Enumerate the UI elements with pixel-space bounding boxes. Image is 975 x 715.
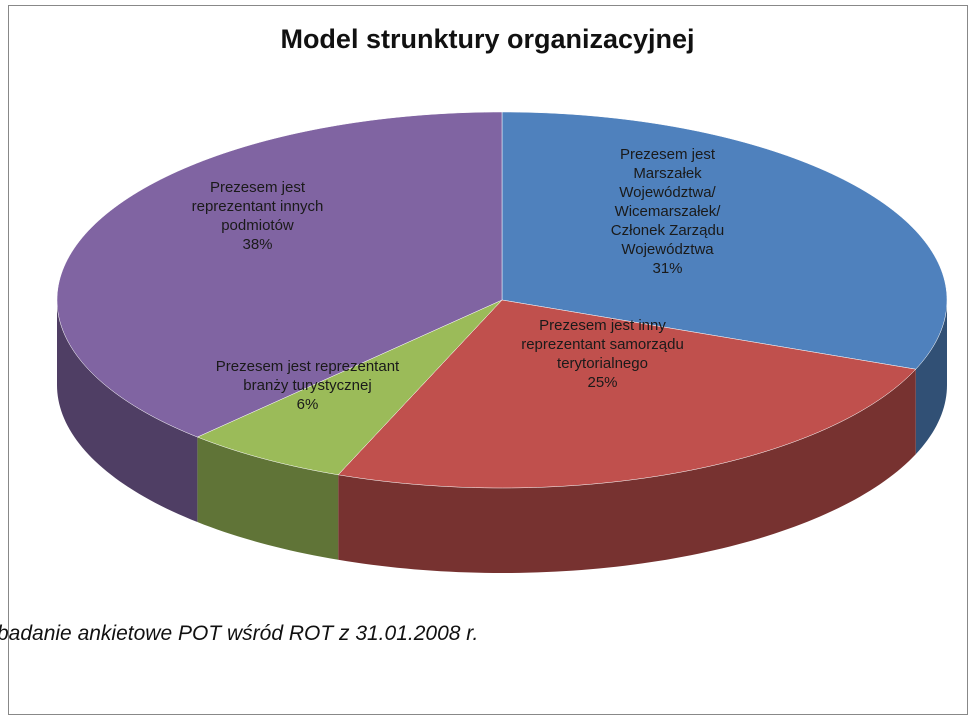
slice — [501, 111, 948, 370]
category-label: Prezesem jest reprezentant branży turyst… — [215, 358, 400, 394]
slice-label: Prezesem jest Marszałek Województwa/ Wic… — [590, 145, 745, 278]
category-label: Prezesem jest reprezentant innych podmio… — [191, 179, 324, 234]
value-label: 38% — [242, 236, 273, 253]
slice — [196, 299, 503, 476]
slice — [337, 299, 917, 489]
slice-side — [915, 300, 947, 455]
category-label: Prezesem jest Marszałek Województwa/ Wic… — [610, 146, 725, 258]
slice — [56, 111, 503, 438]
value-label: 6% — [296, 396, 319, 413]
category-label: Prezesem jest inny reprezentant samorząd… — [521, 317, 684, 372]
value-label: 25% — [587, 374, 618, 391]
slice-side — [338, 369, 916, 573]
chart-title: Model strunktury organizacyjnej — [280, 24, 695, 54]
slice-side — [57, 300, 198, 523]
value-label: 31% — [652, 260, 683, 277]
slice-label: Prezesem jest reprezentant branży turyst… — [210, 357, 405, 414]
slice-side — [197, 437, 339, 560]
slice-label: Prezesem jest inny reprezentant samorząd… — [500, 316, 705, 392]
source-note: badanie ankietowe POT wśród ROT z 31.01.… — [0, 622, 479, 645]
slice-label: Prezesem jest reprezentant innych podmio… — [170, 178, 345, 254]
